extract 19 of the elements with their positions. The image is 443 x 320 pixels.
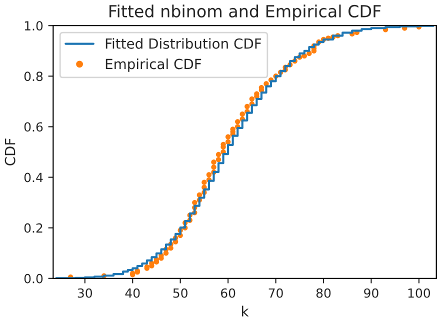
x-tick-label: 100: [408, 288, 430, 298]
chart-title: Fitted nbinom and Empirical CDF: [110, 4, 381, 21]
y-tick-label: 0.2: [24, 223, 42, 233]
x-tick-label: 60: [220, 288, 236, 298]
y-tick-label: 0.4: [24, 172, 43, 182]
x-tick-label: 30: [78, 288, 92, 298]
x-tick-label: 90: [364, 288, 378, 298]
y-axis-title: CDF: [4, 138, 16, 166]
legend-label: Empirical CDF: [106, 58, 202, 72]
x-tick-label: 40: [125, 288, 140, 298]
y-tick-label: 0.8: [24, 72, 43, 82]
y-tick-label: 1.0: [24, 21, 43, 31]
y-tick-label: 0.6: [24, 122, 43, 132]
y-tick-label: 0.0: [24, 274, 43, 284]
x-tick-label: 70: [268, 288, 283, 298]
legend-label: Fitted Distribution CDF: [106, 38, 262, 49]
x-tick-label: 50: [173, 288, 188, 298]
x-tick-label: 80: [316, 288, 331, 298]
x-axis-title: k: [242, 306, 249, 316]
